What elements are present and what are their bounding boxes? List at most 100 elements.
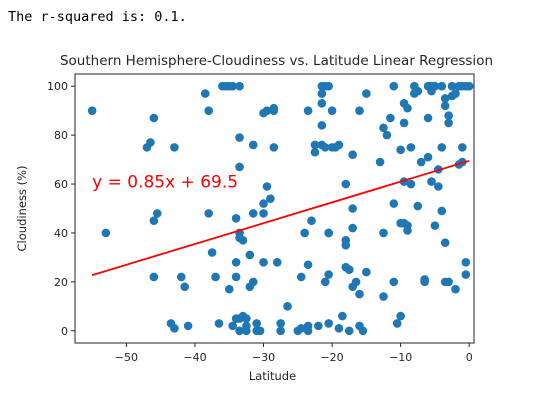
data-point: [276, 326, 285, 336]
data-point: [341, 179, 351, 189]
data-point: [248, 140, 258, 150]
data-point: [379, 292, 388, 301]
data-point: [303, 106, 313, 115]
data-point: [228, 321, 237, 331]
data-point: [200, 89, 210, 98]
data-point: [231, 213, 241, 223]
data-point: [248, 277, 258, 287]
data-point: [87, 106, 97, 115]
data-point: [413, 86, 423, 96]
data-point: [269, 143, 279, 152]
data-point: [341, 240, 351, 250]
data-point: [392, 319, 402, 328]
data-point: [396, 311, 405, 321]
data-point: [296, 324, 306, 333]
data-point: [440, 94, 450, 103]
data-point: [416, 157, 426, 167]
data-point: [242, 314, 251, 323]
data-point: [427, 177, 436, 186]
data-point: [334, 140, 344, 150]
data-point: [324, 319, 333, 328]
data-point: [252, 319, 261, 328]
data-point: [245, 250, 255, 260]
regression-line-group: [91, 159, 470, 276]
data-point: [248, 209, 258, 218]
data-point: [320, 277, 330, 287]
data-point: [379, 123, 388, 133]
data-point: [317, 99, 327, 108]
data-point: [231, 258, 241, 267]
chart-title: Southern Hemisphere-Cloudiness vs. Latit…: [60, 53, 493, 69]
y-tick-label: 100: [47, 80, 68, 93]
data-point: [344, 326, 354, 336]
x-tick-label: −10: [389, 351, 412, 364]
data-point: [389, 277, 399, 287]
data-point: [276, 319, 285, 328]
data-point: [327, 106, 337, 115]
regression-equation: y = 0.85x + 69.5: [92, 173, 238, 193]
data-point: [307, 216, 316, 226]
data-point: [310, 147, 320, 157]
data-point: [235, 162, 244, 172]
data-point: [324, 81, 333, 91]
data-point: [183, 321, 193, 331]
data-point: [259, 258, 268, 267]
data-point: [146, 138, 155, 147]
data-point: [399, 118, 409, 128]
data-point: [224, 284, 234, 294]
data-point: [262, 182, 272, 191]
x-tick-label: 0: [466, 351, 473, 364]
data-point: [259, 199, 268, 208]
data-point: [283, 302, 292, 311]
data-point: [324, 228, 333, 238]
x-tick-label: −50: [115, 351, 138, 364]
data-point: [362, 267, 371, 277]
data-points: [87, 81, 474, 336]
data-point: [231, 272, 241, 282]
data-point: [389, 199, 399, 208]
data-point: [348, 223, 357, 233]
data-point: [235, 133, 244, 142]
data-point: [413, 201, 423, 211]
data-point: [464, 81, 474, 91]
data-point: [317, 89, 327, 98]
data-point: [430, 81, 440, 91]
data-point: [269, 106, 279, 115]
data-point: [303, 260, 313, 270]
data-point: [324, 270, 333, 279]
data-point: [355, 289, 364, 299]
data-point: [444, 277, 453, 287]
data-point: [211, 272, 220, 282]
data-point: [434, 182, 443, 191]
data-point: [423, 113, 433, 123]
data-point: [447, 81, 457, 91]
y-tick-label: 0: [61, 325, 68, 338]
data-point: [228, 81, 237, 91]
data-point: [406, 143, 416, 152]
data-point: [403, 103, 412, 113]
data-point: [461, 258, 471, 267]
data-point: [317, 121, 327, 130]
axis-ticks: −50 −40 −30 −20 −10 0 0 20 40 60 80 100: [47, 80, 473, 364]
data-point: [351, 277, 361, 287]
data-point: [379, 228, 388, 238]
data-point: [430, 221, 440, 230]
data-point: [152, 209, 162, 218]
data-point: [437, 206, 447, 216]
data-point: [235, 326, 244, 336]
data-point: [310, 140, 320, 150]
data-point: [375, 157, 385, 167]
data-point: [259, 209, 268, 218]
data-point: [176, 272, 186, 282]
data-point: [423, 152, 433, 162]
x-tick-label: −40: [183, 351, 206, 364]
data-point: [266, 194, 275, 204]
data-point: [451, 284, 460, 294]
data-point: [180, 282, 189, 292]
data-point: [362, 89, 371, 98]
data-point: [207, 248, 217, 257]
x-tick-label: −30: [252, 351, 275, 364]
data-point: [406, 179, 416, 189]
data-point: [355, 106, 364, 115]
